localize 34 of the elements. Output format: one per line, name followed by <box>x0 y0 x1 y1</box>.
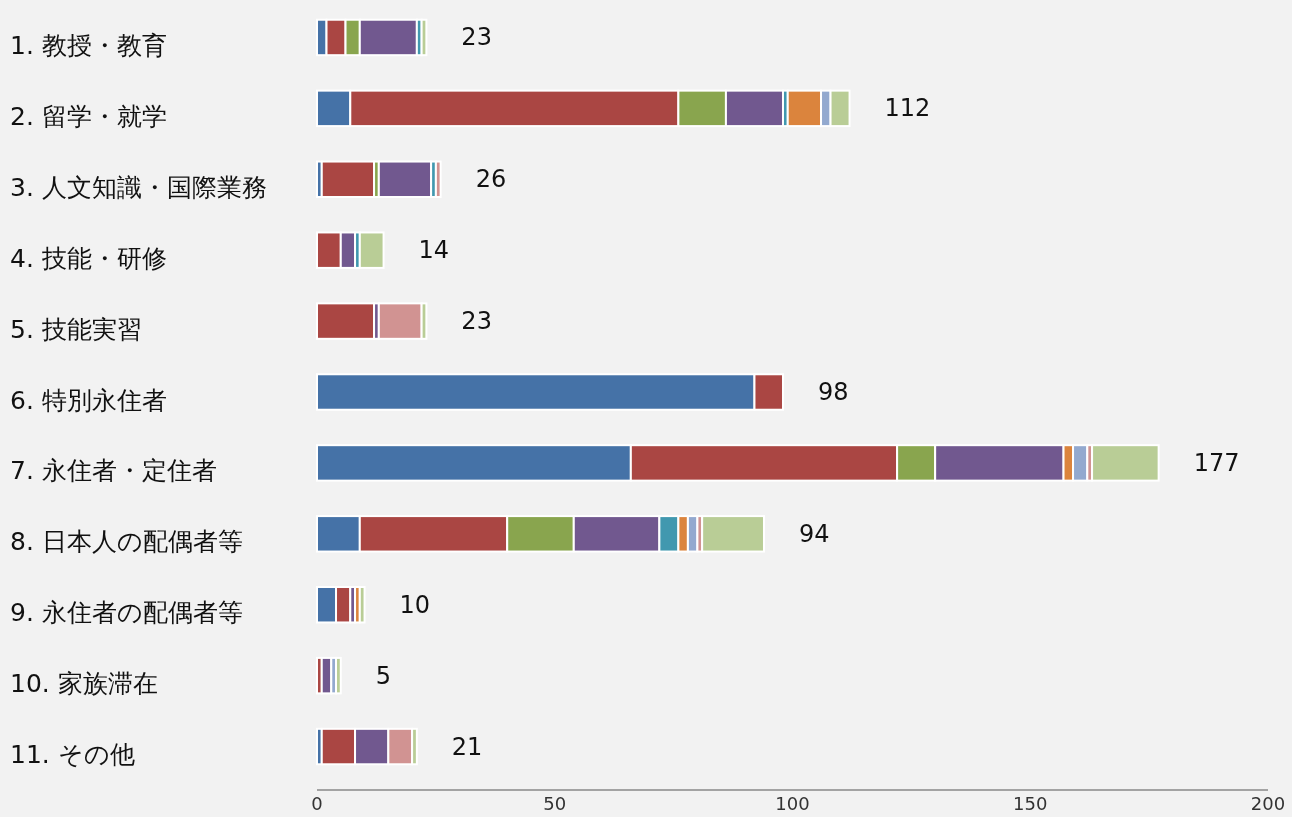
y-tick-label: 1. 教授・教育 <box>10 30 167 60</box>
y-tick-label: 6. 特別永住者 <box>10 385 167 415</box>
y-tick-label: 11. その他 <box>10 740 135 770</box>
y-tick-label: 5. 技能実習 <box>10 314 142 344</box>
total-label: 112 <box>884 94 931 123</box>
x-tick-label: 0 <box>311 793 323 814</box>
bar <box>320 160 376 198</box>
total-label: 26 <box>475 165 507 194</box>
total-label: 94 <box>798 519 830 548</box>
total-label: 5 <box>375 661 392 690</box>
x-tick-label: 150 <box>1013 793 1048 814</box>
y-tick-label: 4. 技能・研修 <box>10 243 167 273</box>
y-tick-label: 8. 日本人の配偶者等 <box>10 527 243 557</box>
bar <box>434 160 442 198</box>
x-tick-label: 200 <box>1250 793 1286 814</box>
y-tick-label: 10. 家族滞在 <box>10 669 158 699</box>
y-tick-label: 3. 人文知識・国際業務 <box>10 172 267 202</box>
total-label: 14 <box>418 236 450 265</box>
y-tick-label: 9. 永住者の配偶者等 <box>10 598 243 628</box>
y-tick-label: 7. 永住者・定住者 <box>10 456 217 486</box>
bar <box>358 586 366 624</box>
x-tick-label: 100 <box>775 793 810 814</box>
total-label: 10 <box>399 590 431 619</box>
y-tick-label: 2. 留学・就学 <box>10 101 167 131</box>
total-label: 98 <box>817 378 849 406</box>
total-label: 23 <box>461 307 492 336</box>
total-label: 21 <box>451 732 483 761</box>
total-label: 23 <box>461 23 492 52</box>
bar <box>377 302 423 340</box>
bar <box>358 231 385 269</box>
bar <box>377 160 433 198</box>
bar <box>316 302 376 340</box>
total-label: 177 <box>1193 448 1240 477</box>
x-tick-label: 50 <box>543 793 567 814</box>
